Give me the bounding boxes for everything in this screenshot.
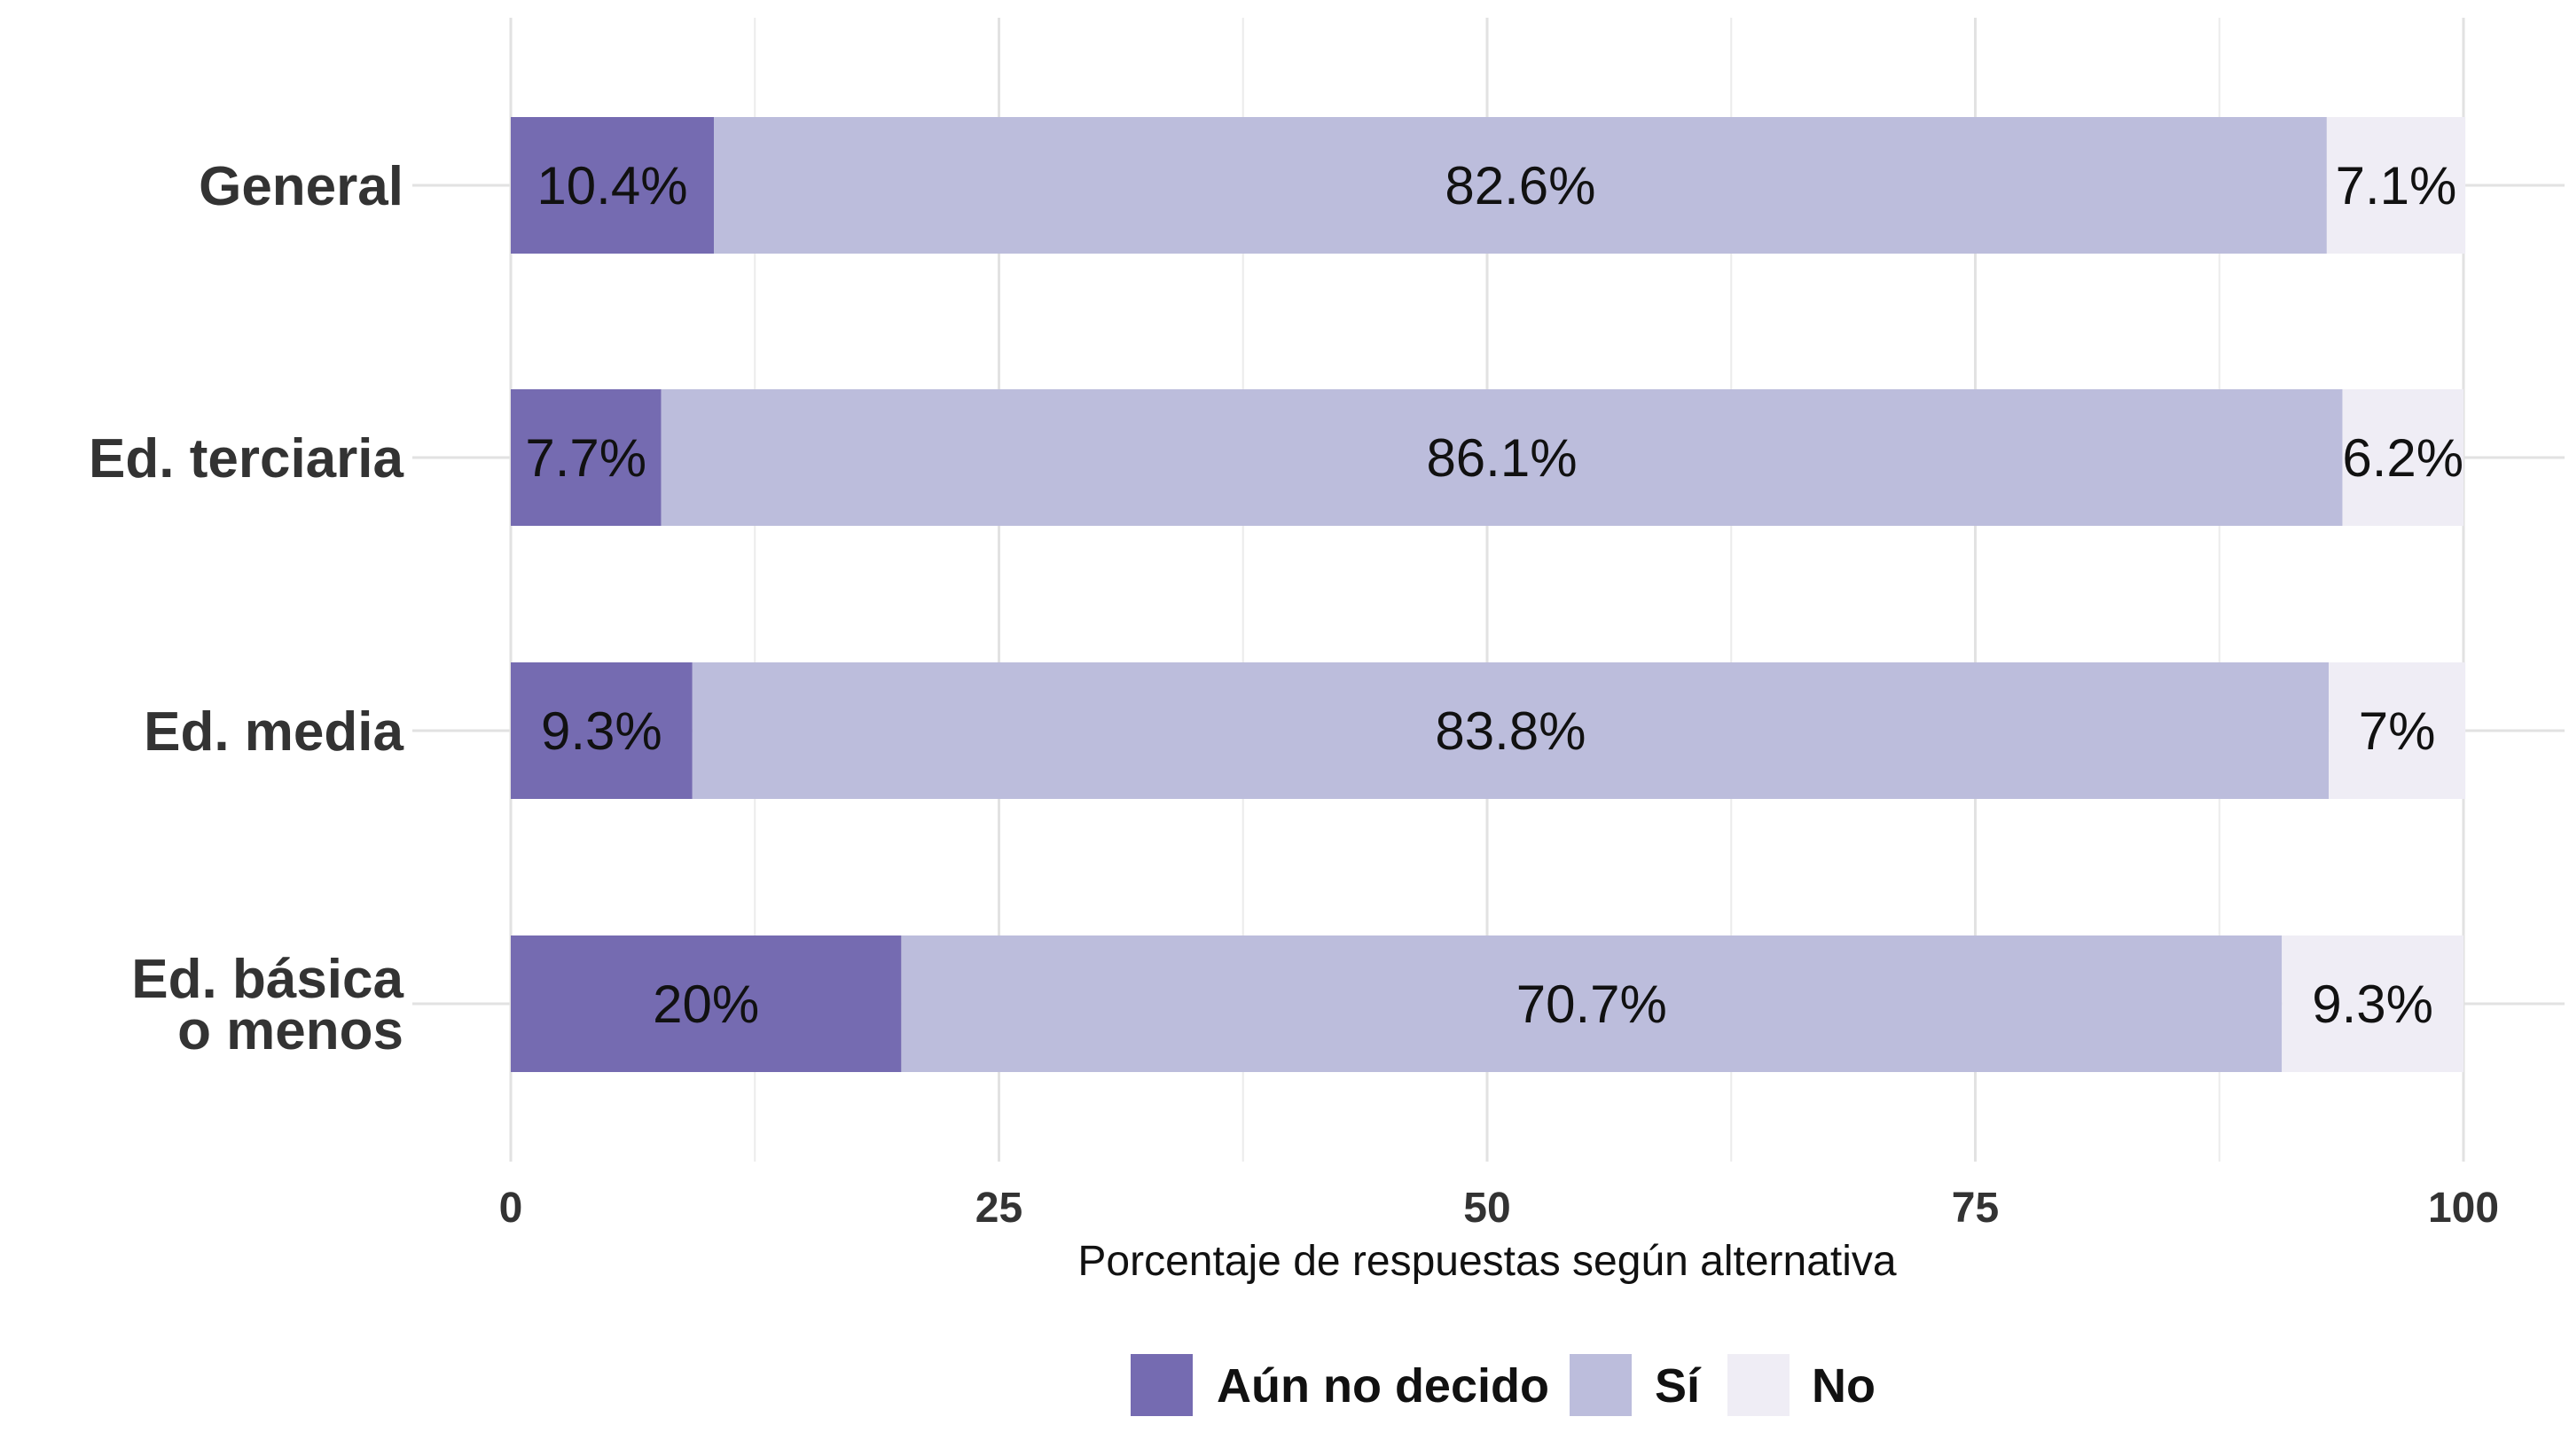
x-tick-label: 100 (2428, 1185, 2499, 1232)
x-tick-label: 50 (1463, 1185, 1510, 1232)
category-labels: General Ed. terciaria Ed. media Ed. básica o… (89, 156, 403, 1061)
x-tick-label: 25 (975, 1185, 1022, 1232)
category-label: Ed. media (144, 701, 403, 763)
category-label: Ed. terciaria (89, 428, 403, 489)
legend-label: Sí (1655, 1359, 1702, 1413)
legend-label: No (1812, 1359, 1876, 1413)
category-label: General (199, 156, 403, 217)
data-label: 70.7% (1516, 975, 1667, 1034)
legend: Aún no decido Sí No (1131, 1354, 1876, 1416)
legend-label: Aún no decido (1217, 1359, 1549, 1413)
data-label: 20% (653, 975, 759, 1034)
legend-key-si (1570, 1354, 1632, 1416)
data-label: 6.2% (2342, 428, 2463, 488)
data-label: 83.8% (1435, 701, 1586, 761)
x-tick-label: 0 (499, 1185, 523, 1232)
data-label: 9.3% (2312, 975, 2433, 1034)
data-label: 7% (2359, 701, 2436, 761)
data-label: 10.4% (537, 156, 687, 215)
x-axis-ticks: 0 25 50 75 100 (499, 1185, 2499, 1232)
x-axis-title: Porcentaje de respuestas según alternati… (1077, 1238, 1897, 1285)
segment-labels: 10.4% 82.6% 7.1% 7.7% 86.1% 6.2% 9.3% 83.8% 7% 20… (525, 156, 2463, 1034)
data-label: 86.1% (1426, 428, 1577, 488)
data-label: 9.3% (541, 701, 662, 761)
data-label: 7.1% (2336, 156, 2457, 215)
legend-key-aun-no-decido (1131, 1354, 1193, 1416)
category-label: Ed. básica o menos (131, 949, 403, 1061)
x-tick-label: 75 (1952, 1185, 1999, 1232)
data-label: 82.6% (1445, 156, 1595, 215)
data-label: 7.7% (525, 428, 646, 488)
legend-key-no (1727, 1354, 1790, 1416)
